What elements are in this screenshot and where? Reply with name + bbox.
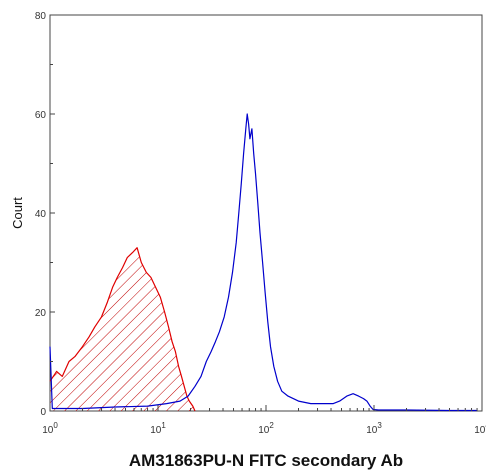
y-tick-label: 80 (35, 11, 47, 22)
x-axis-ticks: 100 101 102 103 104 (42, 405, 486, 436)
series-0-line (49, 247, 196, 412)
y-tick-label: 0 (40, 407, 46, 418)
x-tick-label: 102 (258, 421, 274, 436)
series-0-hatched-area (50, 247, 195, 411)
x-tick-label: 104 (474, 421, 486, 436)
y-tick-label: 20 (35, 308, 47, 319)
x-tick-label: 103 (366, 421, 382, 436)
series-1-line (49, 113, 478, 412)
y-axis-title: Court (10, 197, 25, 229)
x-tick-label: 101 (150, 421, 166, 436)
x-axis-title: AM31863PU-N FITC secondary Ab (129, 451, 403, 470)
y-tick-label: 60 (35, 110, 47, 121)
x-tick-label: 100 (42, 421, 58, 436)
y-axis-ticks: 0 20 40 60 80 (35, 11, 55, 418)
y-tick-label: 40 (35, 209, 47, 220)
series-layer (49, 113, 478, 412)
